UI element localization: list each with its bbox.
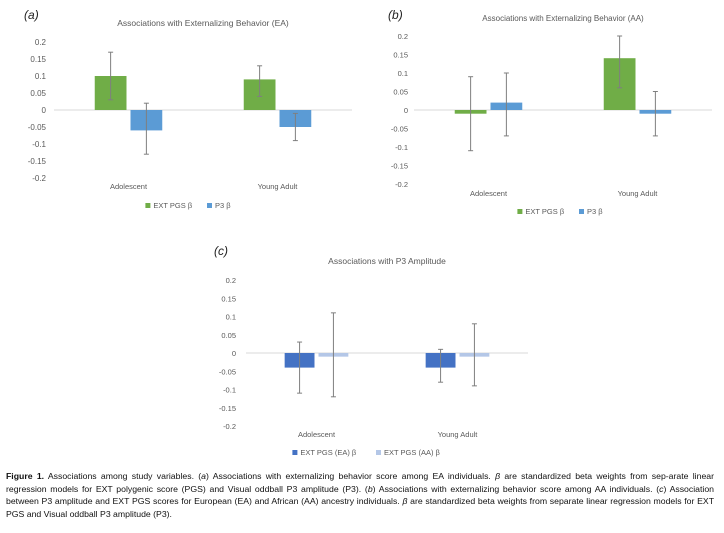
- y-tick-label: -0.15: [219, 404, 236, 413]
- legend-swatch: [145, 203, 151, 208]
- legend-label: P3 β: [587, 207, 603, 216]
- panel-label-a: (a): [24, 8, 39, 22]
- y-tick-label: 0.15: [221, 294, 236, 303]
- caption-text: are standardized beta weights from sep-a…: [6, 471, 714, 494]
- y-tick-label: -0.1: [395, 143, 408, 152]
- chart-a-svg: Associations with Externalizing Behavior…: [28, 18, 352, 210]
- x-category-label: Young Adult: [618, 189, 659, 198]
- x-category-label: Young Adult: [438, 430, 479, 439]
- y-tick-label: -0.15: [391, 162, 408, 171]
- y-tick-label: 0.1: [398, 69, 408, 78]
- y-tick-label: -0.1: [32, 140, 46, 149]
- chart-panel-b: (b) Associations with Externalizing Beha…: [372, 6, 716, 218]
- x-category-label: Adolescent: [110, 182, 148, 191]
- chart-title: Associations with P3 Amplitude: [328, 256, 446, 266]
- caption-text: are standardized beta weights from separ…: [6, 496, 714, 519]
- panel-label-b: (b): [388, 8, 403, 22]
- x-category-label: Young Adult: [258, 182, 299, 191]
- y-tick-label: -0.1: [223, 386, 236, 395]
- y-tick-label: -0.2: [223, 422, 236, 431]
- y-tick-label: 0.05: [393, 88, 408, 97]
- caption-text: ) Association between P3 amplitude and E…: [6, 483, 715, 507]
- y-tick-label: 0.05: [30, 89, 46, 98]
- caption-italic: b: [367, 483, 373, 494]
- legend-label: P3 β: [215, 201, 231, 210]
- y-tick-label: -0.05: [28, 123, 47, 132]
- caption-text: Associations among study variables. (: [44, 471, 202, 481]
- y-tick-label: 0.15: [393, 51, 408, 60]
- y-tick-label: -0.05: [219, 367, 236, 376]
- legend-label: EXT PGS β: [153, 201, 192, 210]
- caption-italic: a: [201, 471, 206, 481]
- legend-label: EXT PGS (EA) β: [300, 448, 357, 457]
- caption-text: ) Associations with externalizing behavi…: [206, 471, 496, 481]
- chart-title: Associations with Externalizing Behavior…: [482, 14, 644, 23]
- chart-title: Associations with Externalizing Behavior…: [117, 18, 289, 28]
- chart-b-svg: Associations with Externalizing Behavior…: [391, 14, 712, 216]
- legend-swatch: [292, 450, 298, 455]
- y-tick-label: -0.15: [28, 157, 47, 166]
- caption-italic: β: [495, 471, 501, 481]
- caption-figure-label: Figure 1.: [6, 471, 45, 481]
- chart-panel-a: (a) Associations with Externalizing Beha…: [6, 6, 358, 218]
- y-tick-label: 0.2: [226, 276, 236, 285]
- chart-c-svg: Associations with P3 Amplitude 0.2 0.15 0.1…: [219, 256, 528, 457]
- caption-italic: c: [659, 483, 664, 494]
- y-tick-label: 0: [42, 106, 47, 115]
- legend-swatch: [207, 203, 212, 208]
- caption-text: ) Associations with externalizing behavi…: [372, 483, 660, 494]
- y-tick-label: -0.05: [391, 125, 408, 134]
- legend-swatch: [517, 209, 523, 214]
- y-tick-label: 0.2: [398, 32, 408, 41]
- legend-label: EXT PGS (AA) β: [384, 448, 441, 457]
- chart-panel-c: (c) Associations with P3 Amplitude 0.2 0.1…: [206, 240, 532, 460]
- y-tick-label: -0.2: [395, 180, 408, 189]
- y-tick-label: -0.2: [32, 174, 46, 183]
- y-tick-label: 0: [404, 106, 408, 115]
- x-category-label: Adolescent: [470, 189, 508, 198]
- panel-label-c: (c): [214, 244, 228, 258]
- y-tick-label: 0.2: [35, 38, 47, 47]
- x-category-label: Adolescent: [298, 430, 336, 439]
- legend-swatch: [579, 209, 584, 214]
- legend-swatch: [376, 450, 381, 455]
- figure-caption: Figure 1. Associations among study varia…: [6, 470, 714, 520]
- y-tick-label: 0.15: [30, 55, 46, 64]
- caption-italic: β: [402, 496, 408, 507]
- y-tick-label: 0.1: [35, 72, 47, 81]
- y-tick-label: 0.05: [221, 331, 236, 340]
- y-tick-label: 0: [232, 349, 236, 358]
- y-tick-label: 0.1: [226, 313, 236, 322]
- legend-label: EXT PGS β: [525, 207, 564, 216]
